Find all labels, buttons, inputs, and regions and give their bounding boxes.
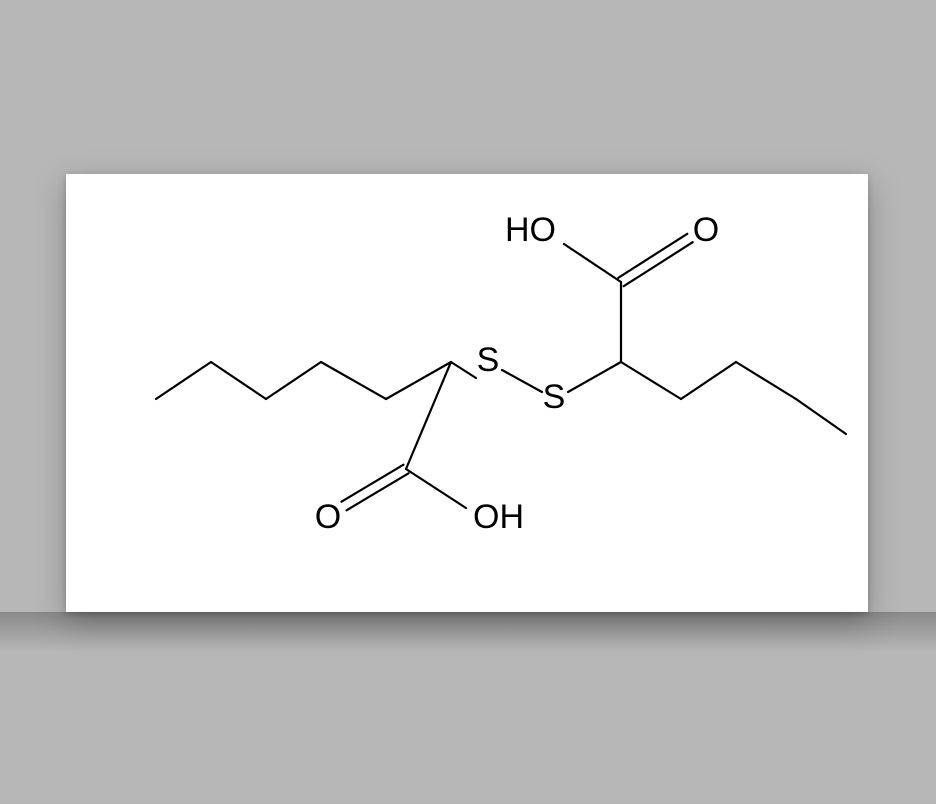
bond-line (341, 465, 403, 502)
bond-line (321, 362, 386, 399)
bond-line (564, 244, 621, 282)
atom-label-S1: S (477, 341, 500, 379)
chemical-structure-svg: HO O S S O OH (66, 174, 868, 612)
bond-line (266, 362, 321, 399)
bond-line (681, 362, 736, 399)
bond-line (796, 399, 846, 434)
atom-label-O2: O (315, 498, 341, 536)
bond-line (156, 362, 211, 399)
bond-line (406, 469, 466, 508)
bond-line (406, 362, 451, 469)
bond-line (502, 370, 542, 392)
bonds-group (156, 234, 846, 511)
atom-label-S2: S (543, 378, 566, 416)
atoms-group: HO O S S O OH (315, 211, 719, 536)
bond-line (618, 234, 687, 278)
atom-label-O1: O (693, 211, 719, 249)
structure-card: HO O S S O OH (66, 174, 868, 612)
bond-line (568, 362, 621, 392)
bond-line (386, 362, 451, 399)
bond-line (621, 362, 681, 399)
atom-label-OH2: OH (473, 498, 524, 536)
bond-line (211, 362, 266, 399)
floor-shadow (0, 612, 936, 652)
bond-line (347, 473, 409, 510)
bond-line (736, 362, 796, 399)
atom-label-HO1: HO (505, 211, 556, 249)
bond-line (624, 242, 693, 286)
bond-line (451, 362, 476, 378)
